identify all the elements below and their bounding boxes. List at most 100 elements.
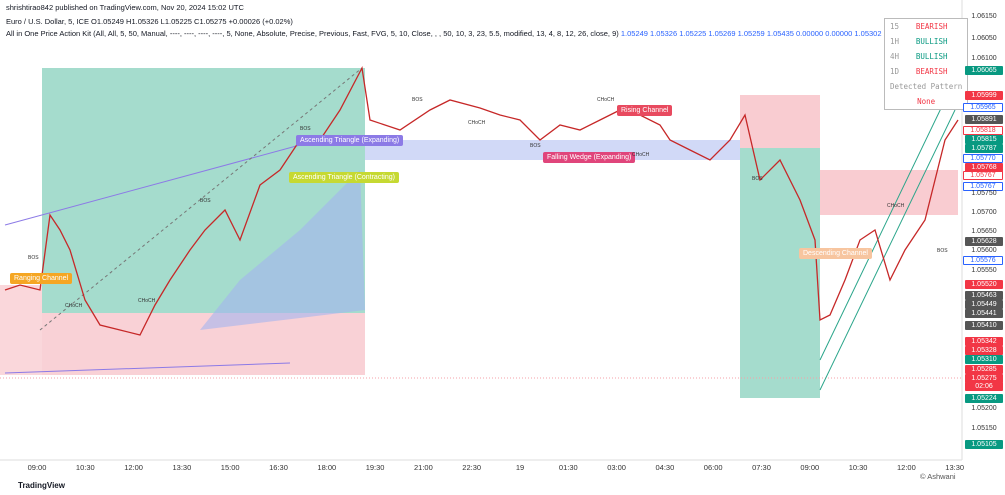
- price-label: 1.05767: [963, 182, 1003, 191]
- timeframe: 15: [890, 22, 900, 31]
- time-label: 13:30: [172, 463, 192, 472]
- price-label: 1.05628: [965, 237, 1003, 246]
- price-label: 02:06: [965, 382, 1003, 391]
- price-label: 1.05310: [965, 355, 1003, 364]
- price-label: 1.05600: [971, 247, 997, 254]
- time-label: 22:30: [462, 463, 482, 472]
- table-row: None: [885, 94, 968, 110]
- price-label: 1.05410: [965, 321, 1003, 330]
- structure-marker: BOS: [28, 255, 39, 261]
- table-row: 1H BULLISH: [885, 34, 968, 49]
- pattern-label: Rising Channel: [617, 105, 673, 116]
- price-label: 1.05441: [965, 309, 1003, 318]
- structure-marker: BOS: [937, 248, 948, 254]
- indicator-line: All in One Price Action Kit (All, All, 5…: [6, 29, 911, 38]
- timeframe: 4H: [890, 52, 900, 61]
- price-label: 1.05650: [971, 228, 997, 235]
- price-label: 1.05787: [965, 144, 1003, 153]
- price-label: 1.05463: [965, 291, 1003, 300]
- trendline: [4, 362, 291, 374]
- price-path: [4, 65, 959, 336]
- time-label: 09:00: [27, 463, 47, 472]
- price-label: 1.05449: [965, 300, 1003, 309]
- time-label: 18:00: [317, 463, 337, 472]
- zone: [740, 95, 820, 148]
- time-label: 01:30: [558, 463, 578, 472]
- price-label: 1.05700: [971, 209, 997, 216]
- trendline: [819, 99, 946, 361]
- table-row: Detected Pattern: [885, 79, 968, 94]
- price-label: 1.05767: [963, 171, 1003, 180]
- price-label: 1.06150: [971, 13, 997, 20]
- trendline: [4, 144, 301, 226]
- time-label: 04:30: [655, 463, 675, 472]
- time-label: 21:00: [414, 463, 433, 472]
- price-label: 1.05520: [965, 280, 1003, 289]
- time-label: 13:30: [945, 463, 965, 472]
- price-label: 1.06100: [971, 55, 997, 62]
- time-label: 09:00: [800, 463, 820, 472]
- time-label: 07:30: [752, 463, 771, 472]
- price-label: 1.05285: [965, 365, 1003, 374]
- time-label: 03:00: [607, 463, 626, 472]
- pattern-label: Descending Channel: [799, 248, 872, 259]
- pattern-label: Ascending Triangle (Expanding): [296, 135, 404, 146]
- price-label: 1.05200: [971, 405, 997, 412]
- structure-marker: BOS: [200, 198, 211, 204]
- symbol-line: Euro / U.S. Dollar, 5, ICE O1.05249 H1.0…: [6, 17, 293, 26]
- structure-marker: CHoCH: [632, 152, 650, 158]
- price-label: 1.05965: [963, 103, 1003, 112]
- pattern-label: Ranging Channel: [10, 273, 73, 284]
- price-label: 1.05750: [971, 190, 997, 197]
- indicator-values: 1.05249 1.05326 1.05225 1.05269 1.05259 …: [620, 29, 911, 38]
- pattern-label: Falling Wedge (Expanding): [543, 152, 636, 163]
- footer-logo: TradingView: [18, 481, 65, 490]
- structure-marker: BOS: [412, 97, 423, 103]
- table-row: 1D BEARISH: [885, 64, 968, 79]
- trend: BULLISH: [915, 37, 948, 46]
- price-label: 1.05275: [965, 374, 1003, 383]
- indicator-params: All in One Price Action Kit (All, All, 5…: [6, 29, 619, 38]
- price-label: 1.05999: [965, 91, 1003, 100]
- pattern-table: 15 BEARISH 1H BULLISH 4H BULLISH 1D BEARISH Dete…: [884, 18, 969, 110]
- structure-marker: BOS: [530, 143, 541, 149]
- price-label: 1.05150: [971, 425, 997, 432]
- structure-marker: BOS: [300, 126, 311, 132]
- time-label: 15:00: [220, 463, 240, 472]
- price-label: 1.06050: [971, 35, 997, 42]
- structure-marker: CHoCH: [65, 303, 83, 309]
- structure-marker: CHoCH: [138, 298, 156, 304]
- price-label: 1.05815: [965, 135, 1003, 144]
- price-label: 1.05105: [965, 440, 1003, 449]
- table-row: 15 BEARISH: [885, 19, 968, 35]
- zone: [42, 68, 365, 313]
- structure-marker: CHoCH: [887, 203, 905, 209]
- timeframe: 1H: [890, 37, 900, 46]
- watermark: © Ashwani: [920, 472, 956, 481]
- price-label: 1.06065: [965, 66, 1003, 75]
- time-label: 10:30: [75, 463, 95, 472]
- pattern-label: Ascending Triangle (Contracting): [289, 172, 399, 183]
- price-label: 1.05342: [965, 337, 1003, 346]
- detected-value: None: [917, 97, 936, 106]
- time-label: 16:30: [269, 463, 288, 472]
- time-label: 12:00: [897, 463, 916, 472]
- price-label: 1.05818: [963, 126, 1003, 135]
- zone: [740, 148, 820, 398]
- zone: [200, 170, 365, 330]
- price-label: 1.05328: [965, 346, 1003, 355]
- structure-marker: CHoCH: [597, 97, 615, 103]
- price-label: 1.05576: [963, 256, 1003, 265]
- table-row: 4H BULLISH: [885, 49, 968, 64]
- trend: BEARISH: [915, 22, 948, 31]
- author-line: shrishtirao842 published on TradingView.…: [6, 3, 244, 12]
- price-label: 1.05770: [963, 154, 1003, 163]
- time-label: 10:30: [848, 463, 868, 472]
- price-label: 1.05224: [965, 394, 1003, 403]
- time-label: 06:00: [703, 463, 723, 472]
- trend: BEARISH: [915, 67, 948, 76]
- time-label: 12:00: [124, 463, 143, 472]
- price-label: 1.05550: [971, 267, 997, 274]
- price-label: 1.05768: [965, 163, 1003, 172]
